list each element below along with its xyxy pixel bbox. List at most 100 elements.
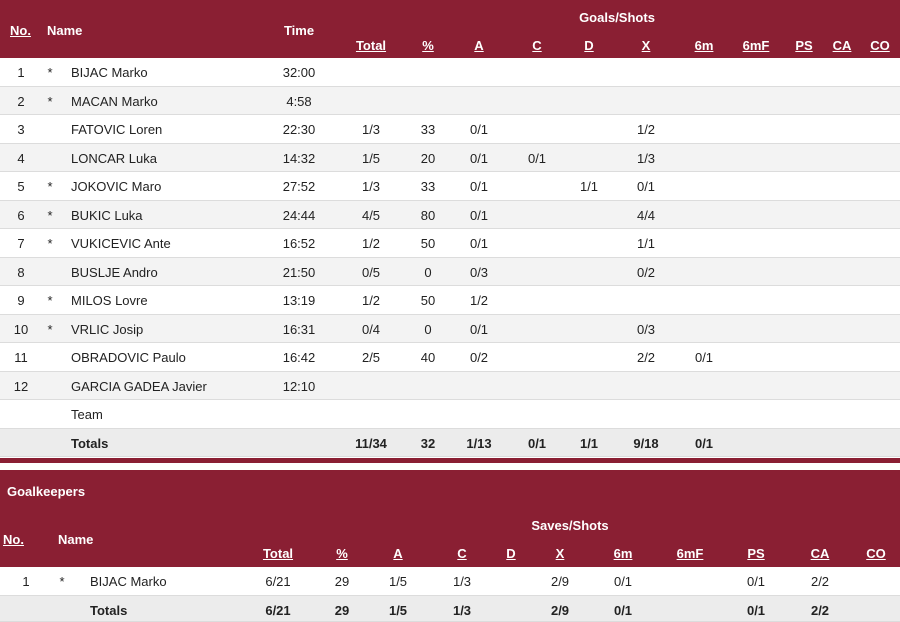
totals-cell: 1/13 [466, 435, 492, 451]
player-name[interactable]: LONCAR Luka [71, 150, 157, 166]
player-number: 2 [17, 93, 25, 109]
totals-cell: 0/1 [694, 435, 714, 451]
stat-cell: 0/1 [469, 207, 489, 223]
stat-cell: 0/3 [469, 264, 489, 280]
stat-cell: 0/4 [361, 321, 381, 337]
stat-cell: 0/1 [636, 179, 656, 194]
player-row: 7 * VUKICEVIC Ante 16:52 1/2 50 0/1 1/1 [0, 229, 900, 258]
col-header-name[interactable]: Name [47, 23, 83, 38]
col-header-time[interactable]: Time [283, 23, 315, 38]
totals-cell: 11/34 [355, 435, 387, 451]
player-name[interactable]: JOKOVIC Maro [71, 179, 162, 194]
goalkeepers-totals-row: Totals 6/21 29 1/5 1/3 2/9 0/1 0/1 2/2 [0, 595, 900, 622]
player-number: 3 [17, 122, 25, 137]
col-header-a[interactable]: A [474, 38, 484, 53]
stat-cell: 0/5 [361, 264, 381, 280]
gk-col-header-x[interactable]: X [555, 546, 565, 561]
player-name[interactable]: BUKIC Luka [71, 207, 143, 223]
col-header-co[interactable]: CO [870, 38, 890, 53]
totals-cell: 32 [420, 435, 436, 451]
player-time: 32:00 [282, 65, 316, 80]
player-time: 16:42 [282, 350, 316, 365]
stat-cell: 1/3 [636, 150, 656, 166]
col-header-pct[interactable]: % [422, 38, 434, 53]
col-header-6mf[interactable]: 6mF [742, 38, 770, 53]
stat-cell: 20 [420, 150, 436, 166]
gk-col-header-name[interactable]: Name [58, 532, 94, 547]
stat-cell: 0/1 [469, 150, 489, 166]
player-name[interactable]: VUKICEVIC Ante [71, 236, 171, 251]
totals-cell: 6/21 [265, 602, 291, 618]
gk-col-header-c[interactable]: C [457, 546, 467, 561]
player-name[interactable]: MACAN Marko [71, 93, 158, 109]
gk-col-header-6m[interactable]: 6m [613, 546, 633, 561]
gk-col-header-pct[interactable]: % [336, 546, 348, 561]
player-row: 2 * MACAN Marko 4:58 [0, 86, 900, 115]
stat-cell: 2/5 [361, 350, 381, 365]
player-name[interactable]: BUSLJE Andro [71, 264, 158, 280]
stat-cell: 33 [420, 179, 436, 194]
gk-col-header-6mf[interactable]: 6mF [676, 546, 704, 561]
stat-cell: 1/2 [469, 293, 489, 308]
player-name[interactable]: OBRADOVIC Paulo [71, 350, 186, 365]
col-header-ps[interactable]: PS [795, 38, 813, 53]
starter-marker: * [47, 93, 53, 109]
gk-col-header-ca[interactable]: CA [810, 546, 830, 561]
gk-col-header-total[interactable]: Total [262, 546, 294, 561]
player-name[interactable]: Team [71, 407, 103, 422]
table-separator [0, 458, 900, 463]
col-header-ca[interactable]: CA [832, 38, 852, 53]
col-header-x[interactable]: X [641, 38, 651, 53]
totals-label: Totals [90, 602, 128, 618]
stat-cell: 0/1 [469, 321, 489, 337]
stat-cell: 0/2 [469, 350, 489, 365]
stat-cell: 0/1 [469, 236, 489, 251]
starter-marker: * [47, 293, 53, 308]
stat-cell: 1/3 [452, 574, 472, 589]
player-name[interactable]: VRLIC Josip [71, 321, 144, 337]
stat-cell: 0/1 [613, 574, 633, 589]
player-time: 22:30 [282, 122, 316, 137]
stat-cell: 2/2 [636, 350, 656, 365]
player-name[interactable]: BIJAC Marko [71, 65, 148, 80]
col-header-c[interactable]: C [532, 38, 542, 53]
player-time: 14:32 [282, 150, 316, 166]
player-row: 3 FATOVIC Loren 22:30 1/3 33 0/1 1/2 [0, 115, 900, 144]
col-header-6m[interactable]: 6m [694, 38, 714, 53]
starter-marker: * [47, 65, 53, 80]
starter-marker: * [47, 321, 53, 337]
stat-cell: 40 [420, 350, 436, 365]
stat-cell: 1/1 [636, 236, 656, 251]
gk-col-header-co[interactable]: CO [866, 546, 886, 561]
player-number: 10 [13, 321, 29, 337]
goalkeeper-name[interactable]: BIJAC Marko [90, 574, 167, 589]
gk-col-header-no[interactable]: No. [3, 532, 24, 547]
totals-cell: 29 [334, 602, 350, 618]
gk-col-group-saves-shots: Saves/Shots [531, 518, 609, 533]
gk-col-header-d[interactable]: D [506, 546, 516, 561]
player-time: 21:50 [282, 264, 316, 280]
stat-cell: 0/1 [527, 150, 547, 166]
goalkeeper-row: 1 * BIJAC Marko 6/21 29 1/5 1/3 2/9 0/1 0/1 2/2 [0, 567, 900, 596]
stat-cell: 0/1 [746, 574, 766, 589]
player-time: 27:52 [282, 179, 316, 194]
stat-cell: 33 [420, 122, 436, 137]
starter-marker: * [59, 574, 65, 589]
player-row: Team [0, 400, 900, 429]
stat-cell: 1/2 [361, 236, 381, 251]
gk-col-header-a[interactable]: A [393, 546, 403, 561]
player-name[interactable]: FATOVIC Loren [71, 122, 163, 137]
col-header-total[interactable]: Total [355, 38, 387, 53]
col-header-d[interactable]: D [584, 38, 594, 53]
totals-label: Totals [71, 435, 109, 451]
stat-cell: 0/1 [469, 179, 489, 194]
player-name[interactable]: MILOS Lovre [71, 293, 148, 308]
player-name[interactable]: GARCIA GADEA Javier [71, 378, 207, 394]
col-header-no[interactable]: No. [10, 23, 31, 38]
gk-col-header-ps[interactable]: PS [747, 546, 765, 561]
player-time: 12:10 [282, 378, 316, 394]
goalkeepers-table-header: Goalkeepers No. Name Saves/Shots Total %… [0, 470, 900, 567]
player-number: 4 [17, 150, 25, 166]
stat-cell: 29 [334, 574, 350, 589]
totals-cell: 2/9 [550, 602, 570, 618]
